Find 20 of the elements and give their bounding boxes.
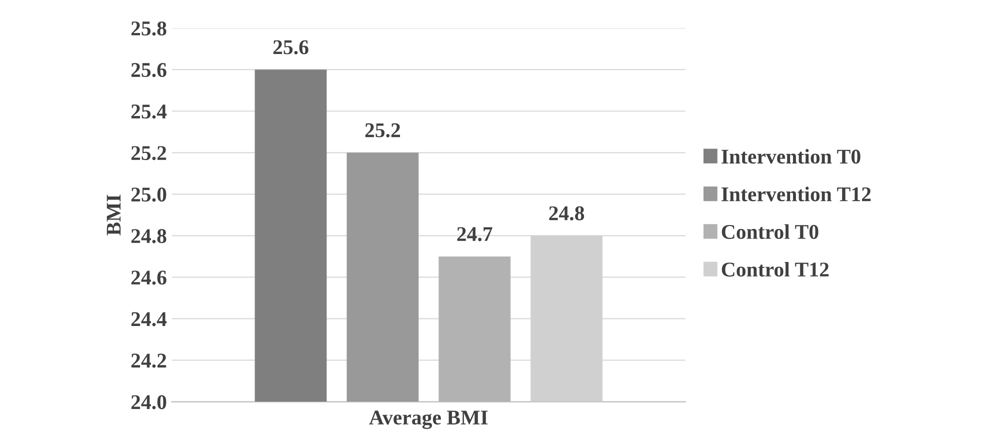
x-tick-label: Average BMI	[369, 410, 488, 429]
y-tick-label: 25.2	[131, 146, 166, 160]
data-label: 25.6	[273, 40, 308, 54]
data-label: 25.2	[365, 123, 400, 138]
legend-label: Control T12	[722, 262, 829, 277]
y-axis-title: BMI	[106, 194, 121, 236]
y-tick-label: 25.0	[131, 188, 166, 202]
y-tick-label: 24.4	[131, 312, 167, 326]
legend-label: Intervention T0	[722, 149, 860, 164]
legend-label: Control T0	[722, 224, 818, 239]
y-tick-label: 24.8	[131, 229, 166, 244]
y-tick-label: 25.6	[131, 63, 166, 78]
y-tick-label: 25.8	[131, 21, 166, 36]
y-tick-label: 25.4	[131, 104, 167, 119]
data-label: 24.7	[457, 227, 492, 242]
y-tick-label: 24.6	[131, 270, 166, 285]
y-tick-label: 24.2	[131, 354, 166, 368]
legend-label: Intervention T12	[722, 186, 871, 202]
data-label: 24.8	[549, 206, 584, 220]
y-tick-label: 24.0	[131, 395, 166, 410]
